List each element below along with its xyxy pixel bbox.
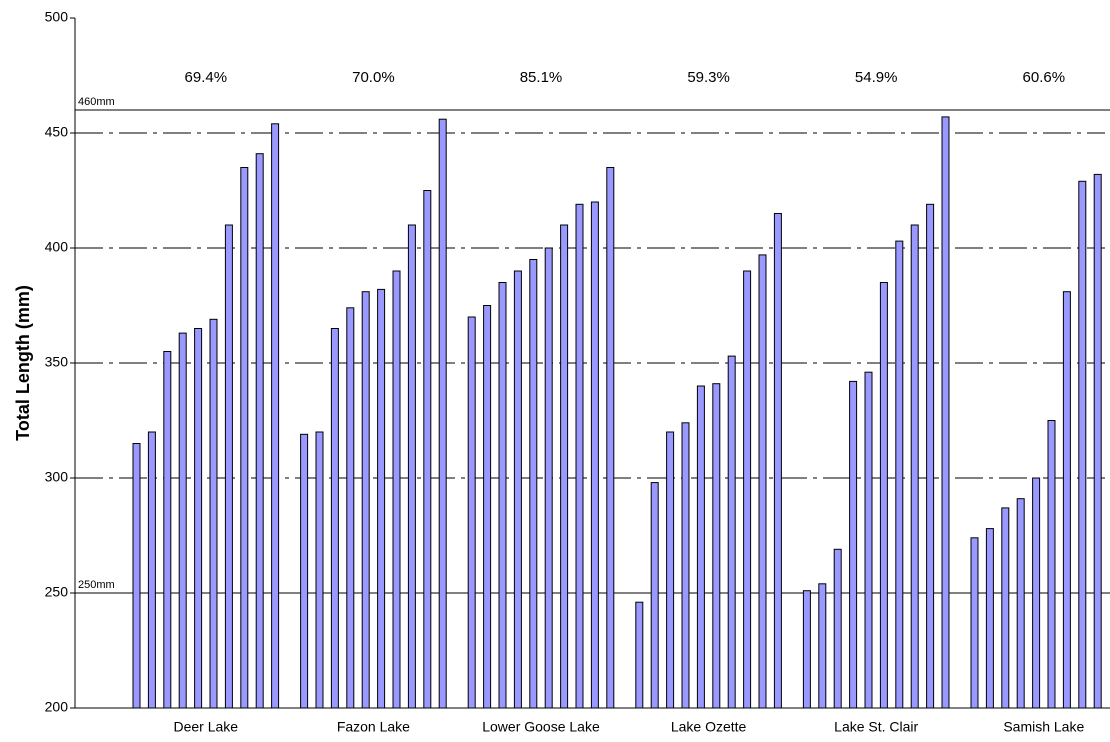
bar	[194, 328, 203, 709]
group-label: 85.1%	[520, 69, 563, 86]
bar	[926, 203, 935, 709]
bar	[970, 537, 979, 709]
y-tick-label: 200	[45, 699, 69, 715]
bar	[529, 259, 538, 709]
bar	[849, 380, 858, 709]
x-tick-label: Lake Ozette	[671, 719, 747, 735]
bar	[1078, 180, 1087, 709]
bar	[330, 328, 339, 709]
bar	[240, 167, 249, 709]
bar	[178, 332, 187, 709]
y-tick-label: 300	[45, 469, 69, 485]
bar	[163, 351, 172, 709]
bar	[681, 422, 690, 709]
bar	[346, 307, 355, 709]
bar	[513, 270, 522, 709]
group-label: 69.4%	[185, 69, 228, 86]
reference-label: 250mm	[78, 579, 115, 591]
bar	[544, 247, 553, 709]
group-label: 60.6%	[1023, 69, 1066, 86]
bar	[575, 203, 584, 709]
bar	[696, 385, 705, 709]
bar	[773, 213, 782, 709]
bar	[271, 123, 280, 709]
bar	[1001, 507, 1010, 709]
bar	[743, 270, 752, 709]
bar	[650, 482, 659, 709]
bar	[590, 201, 599, 709]
x-tick-label: Deer Lake	[174, 719, 239, 735]
bar	[1093, 173, 1102, 709]
bar	[712, 383, 721, 709]
bar	[438, 118, 447, 709]
bar	[666, 431, 675, 709]
bar	[758, 254, 767, 709]
x-tick-label: Lake St. Clair	[834, 719, 918, 735]
group-label: 59.3%	[687, 69, 730, 86]
bar	[407, 224, 416, 709]
y-tick-label: 400	[45, 239, 69, 255]
reference-label: 460mm	[78, 96, 115, 108]
bar	[1047, 420, 1056, 709]
bar	[498, 282, 507, 709]
bar	[255, 153, 264, 709]
bar	[1016, 498, 1025, 709]
group-label: 70.0%	[352, 69, 395, 86]
bar	[864, 371, 873, 709]
bar	[132, 443, 141, 709]
bar	[941, 116, 950, 709]
bar	[802, 590, 811, 709]
bar	[985, 528, 994, 709]
bar	[467, 316, 476, 709]
bar	[315, 431, 324, 709]
bar	[833, 548, 842, 709]
y-tick-label: 350	[45, 354, 69, 370]
bar	[361, 291, 370, 709]
bar	[209, 318, 218, 709]
bar	[895, 240, 904, 709]
x-tick-label: Lower Goose Lake	[482, 719, 600, 735]
y-tick-label: 450	[45, 124, 69, 140]
y-tick-label: 500	[45, 9, 69, 25]
bar	[910, 224, 919, 709]
bar	[1062, 291, 1071, 709]
y-tick-label: 250	[45, 584, 69, 600]
bar	[727, 355, 736, 709]
y-axis-label: Total Length (mm)	[13, 285, 33, 441]
bar	[483, 305, 492, 709]
x-tick-label: Fazon Lake	[337, 719, 410, 735]
bar	[606, 167, 615, 709]
group-label: 54.9%	[855, 69, 898, 86]
bar	[1032, 477, 1041, 709]
x-tick-label: Samish Lake	[1003, 719, 1084, 735]
bar	[879, 282, 888, 709]
bar	[392, 270, 401, 709]
bar	[300, 433, 309, 709]
bar	[818, 583, 827, 709]
bar	[635, 601, 644, 709]
bar	[560, 224, 569, 709]
bar	[147, 431, 156, 709]
bar	[377, 288, 386, 709]
bar	[224, 224, 233, 709]
bar	[423, 190, 432, 709]
